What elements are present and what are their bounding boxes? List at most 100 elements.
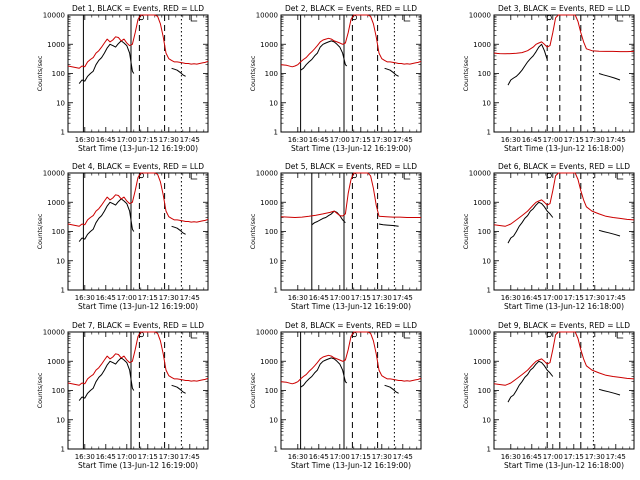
x-tick-label: 17:00: [117, 136, 137, 144]
y-tick-label: 10000: [43, 170, 65, 178]
plot-frame: [280, 331, 422, 450]
detector-panel-5: 1 10 100 1000 10000 16:30 16:45 17:00 17:15 17:30…: [249, 162, 422, 311]
y-tick-label: 1000: [47, 41, 65, 49]
series-line-events: [78, 198, 135, 242]
y-tick-label: 10: [269, 257, 278, 265]
x-tick-label: 17:15: [564, 294, 584, 302]
x-tick-label: 17:00: [330, 136, 350, 144]
panel-title: Det 4, BLACK = Events, RED = LLD: [72, 162, 204, 171]
y-tick-label: 1: [61, 287, 65, 295]
series-line-events: [507, 43, 548, 86]
y-axis-label: Counts/sec: [462, 372, 470, 408]
series-line-lld: [493, 172, 635, 227]
y-tick-label: 100: [52, 228, 65, 236]
series-line-lld: [67, 172, 209, 227]
y-tick-label: 1: [274, 129, 278, 137]
peak-flag-marker: [546, 14, 552, 21]
y-tick-label: 10000: [43, 329, 65, 337]
x-tick-label: 17:15: [351, 453, 371, 461]
panel-title: Det 7, BLACK = Events, RED = LLD: [72, 321, 204, 330]
x-tick-label: 17:15: [138, 453, 158, 461]
x-tick-label: 17:15: [138, 294, 158, 302]
panel-title: Det 8, BLACK = Events, RED = LLD: [285, 321, 417, 330]
y-tick-label: 10000: [469, 329, 491, 337]
plot-frame: [67, 14, 209, 133]
x-tick-label: 17:45: [606, 294, 626, 302]
series-line-events: [78, 40, 135, 84]
y-tick-label: 1: [487, 129, 491, 137]
series-line-lld: [280, 172, 421, 218]
x-tick-label: 17:45: [180, 136, 200, 144]
y-axis-label: Counts/sec: [36, 372, 44, 408]
y-tick-label: 1000: [473, 41, 491, 49]
series-line-events: [384, 384, 399, 394]
series-line-lld: [67, 14, 209, 69]
y-tick-label: 10: [56, 99, 65, 107]
y-axis-label: Counts/sec: [249, 372, 257, 408]
y-axis-label: Counts/sec: [462, 213, 470, 249]
y-tick-label: 10000: [256, 12, 278, 20]
x-tick-label: 16:30: [75, 453, 95, 461]
panel-title: Det 6, BLACK = Events, RED = LLD: [498, 162, 630, 171]
x-axis-label: Start Time (13-Jun-12 16:19:00): [291, 461, 411, 470]
x-tick-label: 17:15: [138, 136, 158, 144]
y-tick-label: 1: [274, 446, 278, 454]
plot-frame: [280, 172, 422, 291]
y-tick-label: 10: [269, 416, 278, 424]
series-line-events: [598, 388, 621, 396]
x-tick-label: 17:30: [585, 453, 605, 461]
plot-frame: [280, 14, 422, 133]
y-tick-label: 1: [274, 287, 278, 295]
y-tick-label: 1000: [473, 199, 491, 207]
detector-panel-4: 1 10 100 1000 10000 16:30 16:45 17:00 17:15 17:30…: [36, 162, 209, 311]
x-tick-label: 16:45: [309, 453, 329, 461]
x-axis-label: Start Time (13-Jun-12 16:19:00): [78, 302, 198, 311]
panel-title: Det 9, BLACK = Events, RED = LLD: [498, 321, 630, 330]
x-axis-label: Start Time (13-Jun-12 16:19:00): [291, 302, 411, 311]
y-tick-label: 1000: [47, 358, 65, 366]
y-tick-label: 10000: [43, 12, 65, 20]
x-tick-label: 16:30: [288, 453, 308, 461]
x-axis-label: Start Time (13-Jun-12 16:18:00): [504, 461, 624, 470]
y-tick-label: 100: [265, 387, 278, 395]
series-line-events: [598, 229, 621, 237]
peak-flag-marker: [546, 331, 552, 338]
series-line-events: [598, 73, 621, 81]
plot-frame: [493, 172, 635, 291]
y-axis-label: Counts/sec: [36, 55, 44, 91]
y-tick-label: 10: [482, 257, 491, 265]
x-tick-label: 17:45: [393, 453, 413, 461]
y-tick-label: 1: [487, 287, 491, 295]
series-line-lld: [280, 331, 422, 385]
series-line-events: [507, 201, 554, 244]
series-line-events: [171, 384, 186, 394]
y-tick-label: 100: [478, 387, 491, 395]
series-line-events: [171, 67, 186, 77]
x-axis-label: Start Time (13-Jun-12 16:18:00): [504, 302, 624, 311]
x-tick-label: 17:00: [543, 136, 563, 144]
y-tick-label: 10: [269, 99, 278, 107]
series-line-events: [507, 360, 554, 403]
y-tick-label: 10: [56, 416, 65, 424]
y-tick-label: 100: [478, 70, 491, 78]
x-tick-label: 16:30: [501, 453, 521, 461]
detector-panel-7: 1 10 100 1000 10000 16:30 16:45 17:00 17:15 17:30…: [36, 321, 209, 470]
x-tick-label: 17:15: [351, 294, 371, 302]
x-tick-label: 16:45: [96, 136, 116, 144]
series-line-events: [378, 223, 399, 227]
panel-title: Det 5, BLACK = Events, RED = LLD: [285, 162, 417, 171]
end-flag-marker: [190, 332, 198, 339]
x-tick-label: 16:30: [288, 136, 308, 144]
y-tick-label: 10000: [256, 170, 278, 178]
plot-frame: [67, 331, 209, 450]
detector-panel-3: 1 10 100 1000 10000 16:30 16:45 17:00 17:15 17:30…: [462, 4, 635, 153]
end-flag-marker: [403, 173, 411, 180]
series-line-events: [300, 40, 348, 71]
series-line-lld: [493, 331, 635, 386]
x-tick-label: 16:45: [522, 136, 542, 144]
x-tick-label: 16:30: [501, 294, 521, 302]
x-tick-label: 16:30: [75, 294, 95, 302]
y-tick-label: 100: [478, 228, 491, 236]
x-tick-label: 17:00: [330, 453, 350, 461]
